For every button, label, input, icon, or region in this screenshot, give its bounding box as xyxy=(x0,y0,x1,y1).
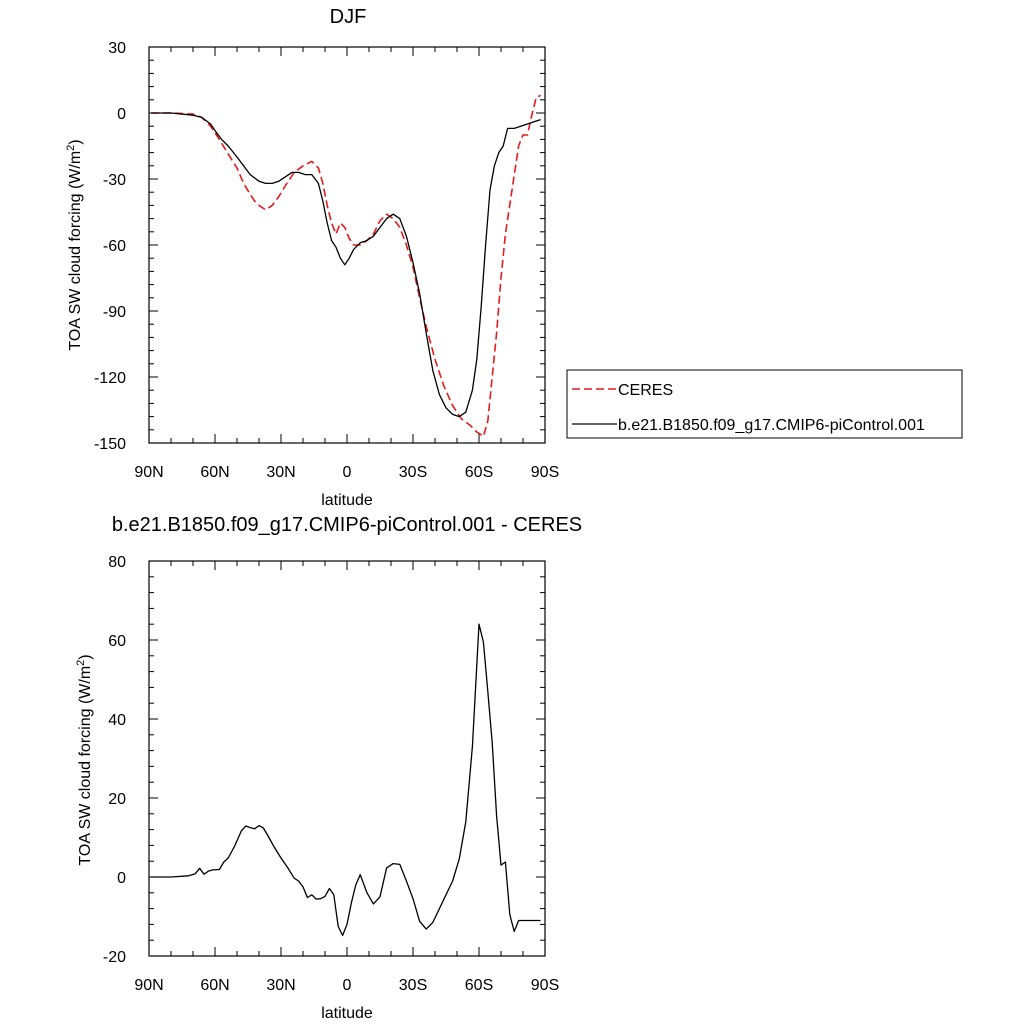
x-tick-label: 30S xyxy=(399,977,427,994)
top-panel-ylabel: TOA SW cloud forcing (W/m2) xyxy=(65,139,84,350)
top-panel: DJF 90N 60N 30N 0 30S 60S 90S 30 0 -30 -60 -90 -120 -… xyxy=(65,6,963,509)
top-series-line-0 xyxy=(151,94,541,438)
bottom-panel: b.e21.B1850.f09_g17.CMIP6-piControl.001 … xyxy=(75,514,582,1022)
y-tick-label: -150 xyxy=(94,436,126,453)
y-tick-label: -90 xyxy=(103,304,126,321)
legend-box xyxy=(566,369,963,439)
top-series-line-1 xyxy=(151,112,541,418)
bottom-series-line-0 xyxy=(151,623,541,937)
bottom-panel-series xyxy=(151,623,541,937)
y-tick-label: -60 xyxy=(103,238,126,255)
y-tick-label: 20 xyxy=(108,791,126,808)
bottom-panel-ticks: 90N 60N 30N 0 30S 60S 90S 80 60 40 20 0 -20 xyxy=(103,554,559,994)
y-tick-label: -30 xyxy=(103,172,126,189)
bottom-panel-frame xyxy=(148,560,546,957)
y-tick-label: -120 xyxy=(94,370,126,387)
x-tick-label: 90N xyxy=(134,977,163,994)
x-tick-label: 0 xyxy=(343,464,352,481)
y-tick-label: 60 xyxy=(108,633,126,650)
y-tick-label: 80 xyxy=(108,554,126,571)
top-panel-xlabel: latitude xyxy=(321,492,373,509)
legend-label-ceres: CERES xyxy=(618,382,673,399)
x-tick-label: 90S xyxy=(531,977,559,994)
y-tick-label: 0 xyxy=(117,106,126,123)
top-panel-title: DJF xyxy=(330,6,367,28)
top-panel-ticks: 90N 60N 30N 0 30S 60S 90S 30 0 -30 -60 -90 -120 -150 xyxy=(94,40,559,481)
x-tick-label: 60S xyxy=(465,977,493,994)
x-tick-label: 90N xyxy=(134,464,163,481)
x-tick-label: 60N xyxy=(200,464,229,481)
legend: CERES b.e21.B1850.f09_g17.CMIP6-piContro… xyxy=(566,369,963,439)
x-tick-label: 90S xyxy=(531,464,559,481)
bottom-panel-title: b.e21.B1850.f09_g17.CMIP6-piControl.001 … xyxy=(112,514,582,536)
bottom-panel-xlabel: latitude xyxy=(321,1005,373,1022)
x-tick-label: 30N xyxy=(266,977,295,994)
x-tick-label: 0 xyxy=(343,977,352,994)
legend-label-model: b.e21.B1850.f09_g17.CMIP6-piControl.001 xyxy=(618,417,925,434)
top-panel-series xyxy=(151,94,541,438)
y-tick-label: 30 xyxy=(108,40,126,57)
top-panel-frame xyxy=(148,46,546,444)
x-tick-label: 30S xyxy=(399,464,427,481)
y-tick-label: 0 xyxy=(117,870,126,887)
x-tick-label: 60S xyxy=(465,464,493,481)
x-tick-label: 30N xyxy=(266,464,295,481)
y-tick-label: 40 xyxy=(108,712,126,729)
y-tick-label: -20 xyxy=(103,949,126,966)
bottom-panel-ylabel: TOA SW cloud forcing (W/m2) xyxy=(75,654,94,865)
x-tick-label: 60N xyxy=(200,977,229,994)
